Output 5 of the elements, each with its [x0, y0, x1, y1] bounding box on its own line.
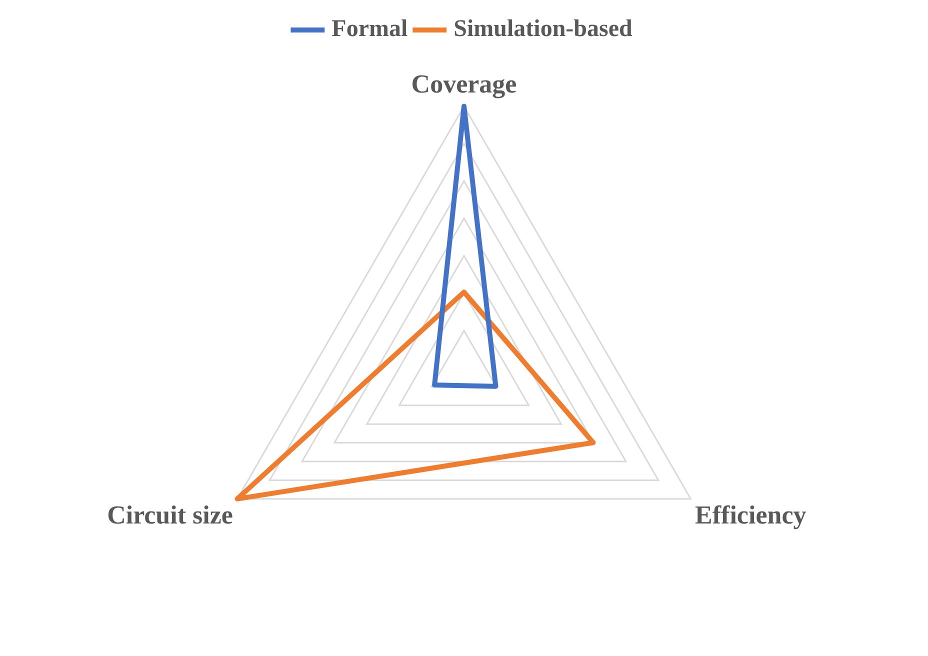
legend-label: Formal [332, 16, 408, 42]
spoke-label: Efficiency [695, 500, 806, 530]
legend-label: Simulation-based [454, 16, 633, 42]
spoke-label: Circuit size [107, 500, 233, 530]
spoke-label: Coverage [411, 69, 517, 98]
